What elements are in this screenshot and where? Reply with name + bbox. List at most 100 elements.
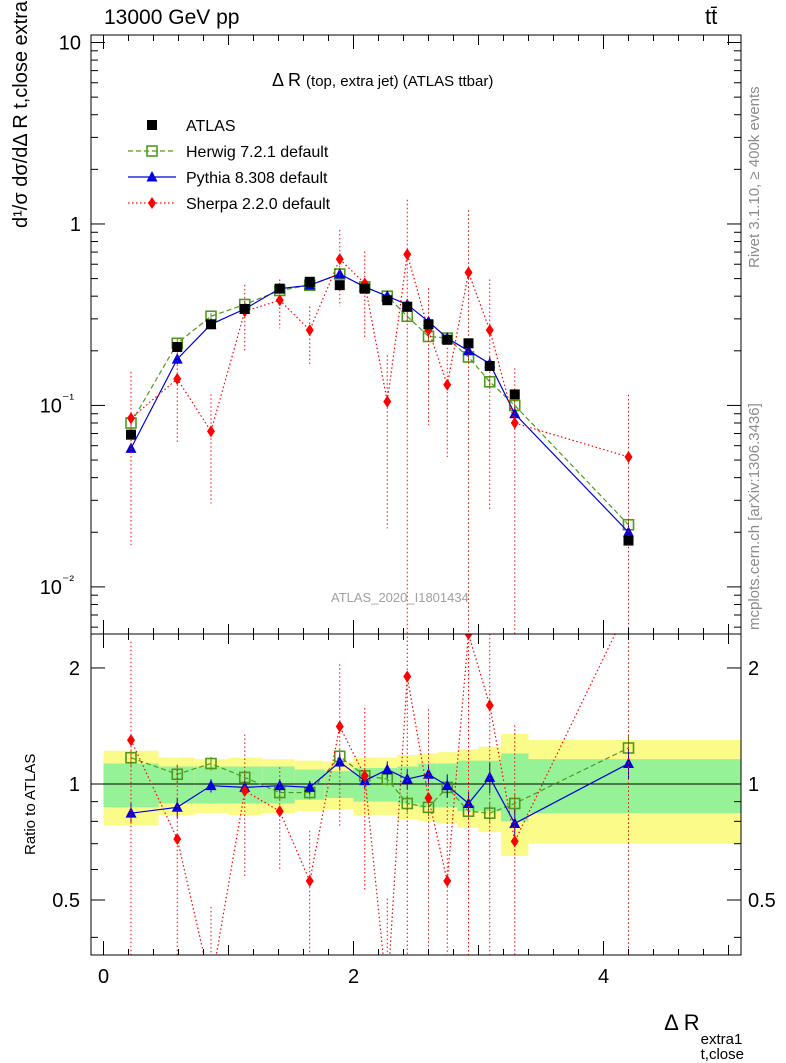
sherpa-ratio-marker	[360, 769, 369, 782]
atlas-main-marker	[402, 301, 413, 312]
legend-label-pythia: Pythia 8.308 default	[186, 170, 328, 187]
herwig-ratio-marker	[205, 757, 217, 770]
pythia-ratio-marker	[205, 779, 217, 791]
title-main: Δ R	[272, 70, 302, 90]
x-axis-label-sub: t,close	[700, 1046, 744, 1063]
sherpa-main-marker	[443, 378, 452, 391]
atlas-main-marker	[126, 429, 136, 440]
sherpa-main-marker	[335, 253, 344, 266]
atlas-main-marker	[274, 283, 285, 294]
legend-marker-herwig	[146, 145, 158, 157]
sherpa-main-marker	[275, 294, 284, 307]
main-y-tick-label: 1	[70, 214, 81, 236]
atlas-main-marker	[172, 341, 183, 352]
main-plot-area	[125, 199, 635, 634]
sherpa-main-marker	[624, 450, 633, 463]
main-y-axis-label: d¹/σ dσ/dΔ R t,close extra1	[10, 0, 32, 228]
sherpa-main-marker	[464, 266, 473, 279]
atlas-main-marker	[442, 334, 453, 345]
atlas-main-marker	[359, 283, 370, 294]
sherpa-main-marker	[127, 412, 135, 425]
sherpa-ratio-marker	[240, 784, 249, 797]
pythia-ratio-marker	[125, 807, 137, 818]
sherpa-ratio-marker	[305, 875, 314, 888]
ratio-band-inner	[158, 766, 195, 804]
pythia-main-marker	[463, 344, 474, 356]
sherpa-ratio-marker	[424, 791, 433, 804]
sherpa-ratio-marker	[443, 875, 452, 888]
ratio-axis-label: Ratio to ATLAS	[22, 753, 39, 855]
sherpa-ratio-marker	[403, 670, 412, 683]
herwig-ratio-marker	[401, 797, 414, 810]
ratio-plot-area	[91, 634, 741, 955]
pythia-main-line	[130, 273, 629, 533]
pythia-ratio-marker	[274, 779, 286, 791]
chart-title: Δ R (top, extra jet) (ATLAS ttbar)	[272, 70, 493, 91]
rivet-version-label: Rivet 3.1.10, ≥ 400k events	[746, 86, 763, 268]
atlas-main-marker	[423, 319, 434, 330]
ratio-band-inner	[324, 771, 354, 798]
herwig-main-line	[130, 273, 629, 526]
ratio-y-tick-label: 0.5	[52, 890, 80, 912]
pythia-ratio-marker	[401, 773, 413, 784]
sherpa-ratio-marker	[127, 734, 135, 747]
ratio-y-tick-label-right: 0.5	[748, 890, 776, 912]
main-y-tick-label: 10	[59, 33, 81, 55]
pythia-ratio-line	[130, 761, 629, 825]
ratio-band-inner	[418, 763, 438, 808]
sherpa-main-marker	[305, 324, 314, 337]
pythia-ratio-marker	[441, 779, 453, 791]
herwig-ratio-marker	[171, 768, 184, 781]
sherpa-ratio-marker	[510, 835, 519, 848]
pythia-main-marker	[334, 268, 346, 279]
ratio-y-tick-label-right: 1	[748, 774, 759, 796]
main-y-tick-label: 10⁻²	[40, 572, 75, 599]
atlas-main-marker	[623, 535, 634, 546]
pythia-main-marker	[171, 353, 183, 364]
atlas-main-marker	[206, 319, 216, 330]
pythia-ratio-marker	[484, 771, 496, 782]
atlas-main-marker	[304, 276, 315, 287]
ratio-y-tick-label: 1	[69, 774, 80, 796]
x-tick-label: 0	[98, 966, 109, 988]
pythia-ratio-marker	[381, 763, 393, 775]
legend-marker-sherpa	[148, 197, 156, 209]
legend-label-sherpa: Sherpa 2.2.0 default	[186, 196, 331, 213]
process-label: tt̄	[705, 4, 718, 29]
ratio-plot-frame	[90, 633, 742, 956]
sherpa-main-marker	[173, 372, 182, 385]
legend-marker-atlas	[147, 120, 157, 130]
x-axis-label-main: Δ R	[664, 1010, 700, 1035]
atlas-main-marker	[239, 303, 250, 314]
atlas-main-marker	[484, 360, 495, 371]
legend-label-herwig: Herwig 7.2.1 default	[186, 144, 329, 161]
sherpa-ratio-marker	[173, 832, 182, 845]
sherpa-main-marker	[485, 324, 494, 337]
ratio-y-tick-label: 2	[69, 658, 80, 680]
x-tick-label: 4	[598, 966, 609, 988]
pythia-ratio-marker	[304, 781, 316, 792]
sherpa-main-marker	[510, 417, 519, 430]
legend-label-atlas: ATLAS	[186, 118, 236, 135]
legend-marker-pythia	[146, 171, 158, 182]
ratio-band-inner	[528, 759, 741, 814]
atlas-main-marker	[334, 280, 345, 291]
x-tick-label: 2	[348, 966, 359, 988]
sherpa-main-marker	[383, 395, 392, 408]
ratio-y-tick-label-right: 2	[748, 658, 759, 680]
energy-label: 13000 GeV pp	[104, 6, 240, 29]
ratio-band-inner	[397, 766, 419, 804]
atlas-main-marker	[509, 389, 520, 400]
sherpa-ratio-marker	[335, 720, 344, 733]
analysis-watermark: ATLAS_2020_I1801434	[331, 590, 469, 605]
sherpa-main-marker	[207, 425, 215, 438]
x-axis-label-super: extra1	[700, 1031, 743, 1048]
sherpa-main-marker	[403, 248, 412, 261]
pythia-main-marker	[125, 442, 137, 453]
atlas-main-marker	[463, 338, 474, 349]
mcplots-reference-label: mcplots.cern.ch [arXiv:1306.3436]	[746, 403, 763, 630]
sherpa-main-line	[130, 254, 629, 458]
main-y-tick-label: 10⁻¹	[40, 390, 75, 417]
sherpa-ratio-line	[130, 634, 616, 955]
